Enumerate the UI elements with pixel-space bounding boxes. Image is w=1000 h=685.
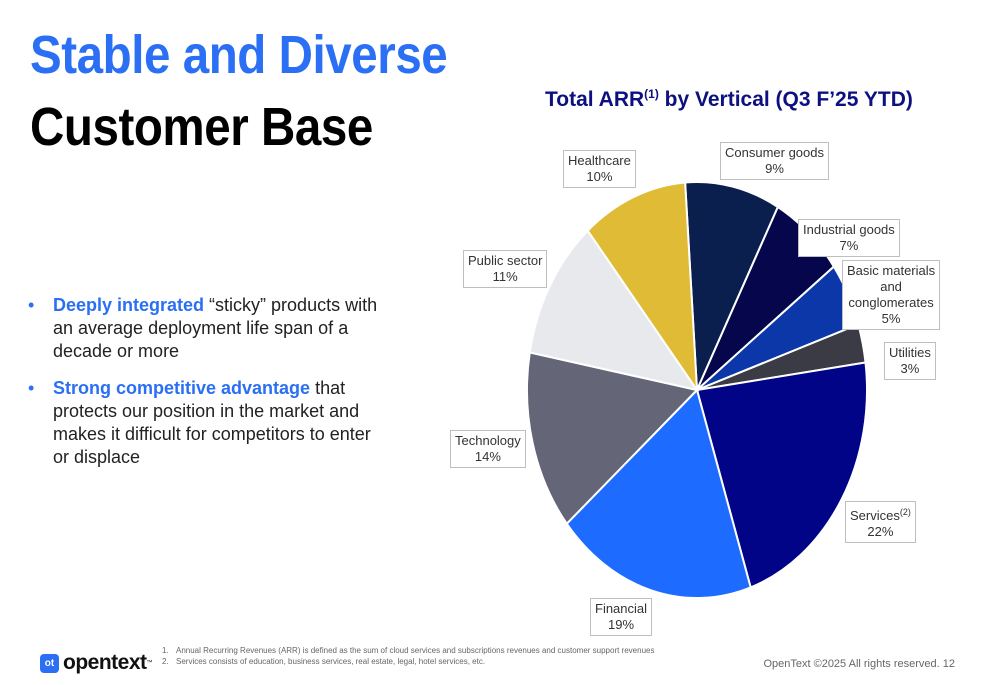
callout-value: 9% xyxy=(765,161,784,176)
pie-slice-consumer-goods xyxy=(684,181,780,391)
callout-label: Basic materials xyxy=(847,263,936,278)
opentext-logo: ot opentext ™ xyxy=(40,651,153,675)
opentext-logo-text: opentext xyxy=(63,651,147,674)
footnote-2: 2. Services consists of education, busine… xyxy=(162,657,486,666)
pie-slice-financial xyxy=(565,388,752,599)
callout-label: Consumer goods xyxy=(725,145,824,160)
bullet-list: • Deeply integrated “sticky” products wi… xyxy=(28,294,388,483)
trademark-symbol: ™ xyxy=(146,660,153,666)
callout-value: 3% xyxy=(900,361,920,376)
callout-technology: Technology 14% xyxy=(450,430,526,468)
callout-label: Financial xyxy=(595,601,648,616)
callout-financial: Financial 19% xyxy=(590,598,653,636)
callout-label: Public sector xyxy=(468,253,543,268)
callout-label: conglomerates xyxy=(848,295,934,310)
callout-label-sup: (2) xyxy=(899,507,911,517)
callout-public-sector: Public sector 11% xyxy=(463,250,548,288)
callout-value: 7% xyxy=(839,238,859,253)
callout-value: 10% xyxy=(586,169,613,184)
callout-value: 11% xyxy=(492,269,518,284)
callout-label: and xyxy=(880,279,902,294)
callout-label: Healthcare xyxy=(568,153,631,168)
callout-basic-materials-and-conglomerates: Basic materials and conglomerates 5% xyxy=(842,260,941,330)
bullet-highlight: Deeply integrated xyxy=(53,295,205,315)
chart-title-sup: (1) xyxy=(644,87,659,101)
chart-title-rest: by Vertical (Q3 F’25 YTD) xyxy=(658,88,913,111)
callout-utilities: Utilities 3% xyxy=(884,342,936,380)
bullet-item: • Deeply integrated “sticky” products wi… xyxy=(28,294,388,363)
bullet-text: that protects our position in the market… xyxy=(53,378,371,467)
footnote-1: 1. Annual Recurring Revenues (ARR) is def… xyxy=(162,646,655,655)
callout-value: 22% xyxy=(867,524,894,539)
bullet-dot-icon: • xyxy=(28,295,35,315)
pie-slice-public-sector xyxy=(528,229,700,392)
chart-title: Total ARR(1) by Vertical (Q3 F’25 YTD) xyxy=(545,87,913,112)
bullet-item: • Strong competitive advantage that prot… xyxy=(28,377,388,469)
callout-label: Utilities xyxy=(889,345,931,360)
callout-value: 19% xyxy=(608,617,635,632)
pie-slice-technology xyxy=(526,351,699,526)
chart-title-main: Total ARR xyxy=(545,88,645,111)
pie-slice-healthcare xyxy=(586,181,699,394)
callout-services: Services(2) 22% xyxy=(845,501,916,543)
callout-value: 14% xyxy=(474,449,501,464)
bullet-dot-icon: • xyxy=(28,378,35,398)
callout-value: 5% xyxy=(881,311,901,326)
callout-label: Services(2) xyxy=(850,507,911,523)
slide-title-line2: Customer Base xyxy=(30,97,373,157)
callout-consumer-goods: Consumer goods 9% xyxy=(720,142,829,180)
callout-label: Industrial goods xyxy=(803,222,895,237)
bullet-text: “sticky” products with an average deploy… xyxy=(53,295,378,361)
pie-slice-services xyxy=(695,361,868,589)
callout-healthcare: Healthcare 10% xyxy=(563,150,636,188)
callout-label: Technology xyxy=(455,433,521,448)
opentext-logo-icon: ot xyxy=(40,653,59,673)
bullet-highlight: Strong competitive advantage xyxy=(53,378,311,398)
copyright-page-number: OpenText ©2025 All rights reserved. 12 xyxy=(763,658,955,670)
callout-industrial-goods: Industrial goods 7% xyxy=(798,219,900,257)
slide-title-line1: Stable and Diverse xyxy=(30,25,448,85)
footnotes: 1. Annual Recurring Revenues (ARR) is def… xyxy=(162,645,654,667)
